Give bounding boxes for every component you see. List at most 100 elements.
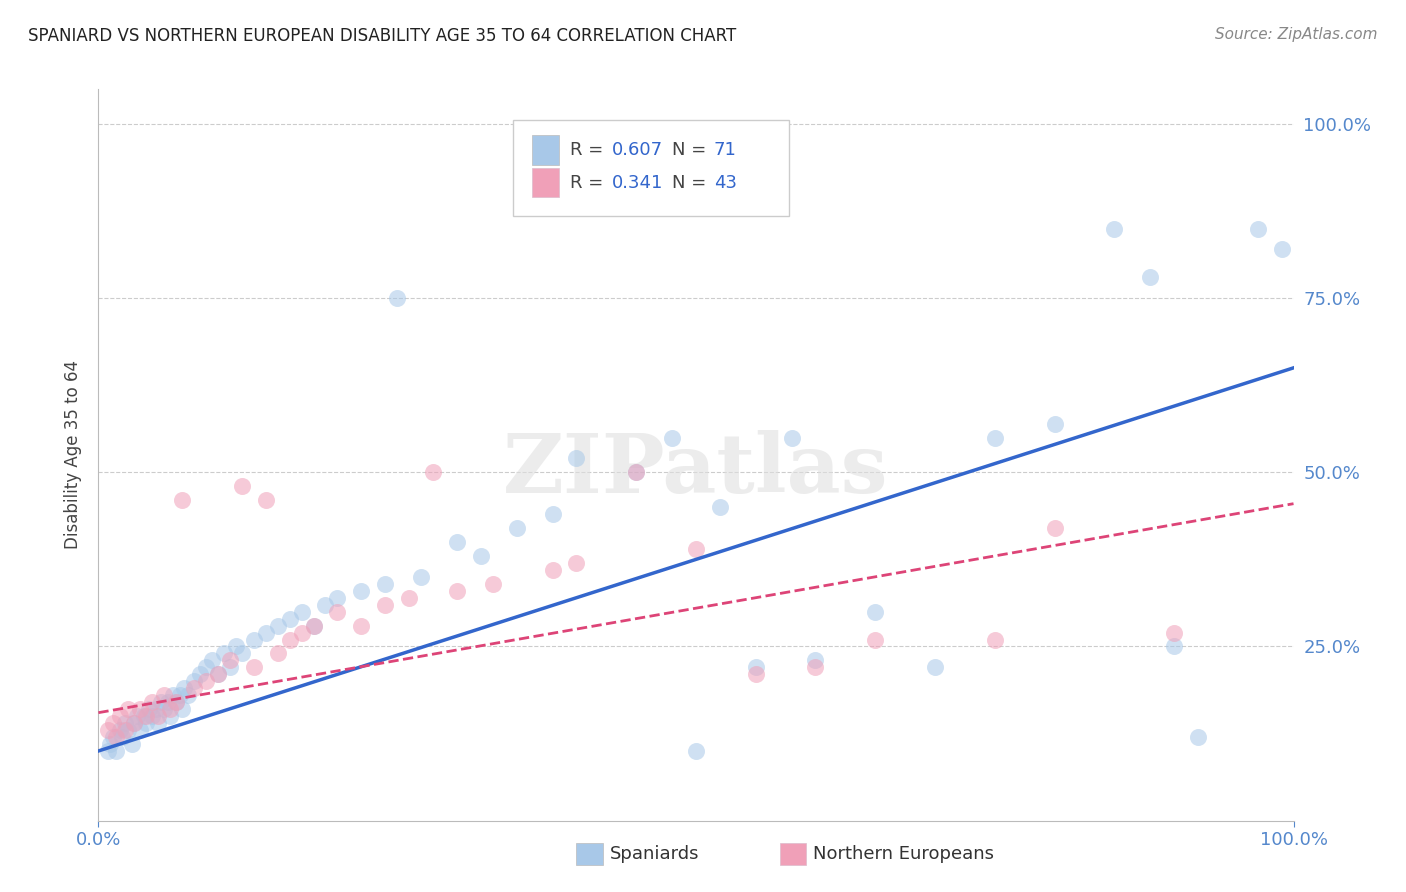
- Point: [129, 702, 152, 716]
- Point: [124, 716, 146, 731]
- Point: [481, 576, 505, 591]
- Point: [685, 541, 707, 556]
- FancyBboxPatch shape: [533, 169, 558, 197]
- Text: Northern Europeans: Northern Europeans: [813, 845, 994, 863]
- Point: [1139, 270, 1161, 285]
- Point: [626, 466, 648, 480]
- Point: [924, 660, 946, 674]
- Text: R =: R =: [571, 141, 609, 159]
- Point: [169, 688, 191, 702]
- Point: [326, 605, 349, 619]
- Point: [129, 723, 152, 737]
- Point: [149, 695, 172, 709]
- Point: [374, 576, 396, 591]
- Point: [350, 618, 373, 632]
- Point: [125, 709, 148, 723]
- Point: [1102, 221, 1125, 235]
- Point: [398, 591, 420, 605]
- Point: [159, 702, 181, 716]
- Point: [231, 479, 253, 493]
- Point: [1163, 640, 1185, 654]
- Point: [863, 632, 887, 647]
- Point: [108, 709, 131, 723]
- Point: [97, 723, 120, 737]
- Point: [219, 660, 242, 674]
- Point: [243, 632, 266, 647]
- Point: [278, 632, 301, 647]
- Text: 0.607: 0.607: [613, 141, 664, 159]
- Point: [121, 737, 143, 751]
- Point: [165, 695, 187, 709]
- Point: [108, 723, 131, 737]
- Point: [374, 598, 396, 612]
- Point: [153, 702, 176, 716]
- Point: [278, 612, 301, 626]
- Text: N =: N =: [672, 174, 711, 192]
- Text: 43: 43: [714, 174, 737, 192]
- Point: [219, 653, 242, 667]
- Y-axis label: Disability Age 35 to 64: Disability Age 35 to 64: [65, 360, 83, 549]
- Point: [1043, 521, 1066, 535]
- FancyBboxPatch shape: [576, 843, 603, 864]
- Point: [984, 430, 1007, 444]
- Point: [98, 737, 122, 751]
- Point: [243, 660, 266, 674]
- Point: [254, 493, 277, 508]
- Point: [267, 618, 290, 632]
- Point: [135, 709, 157, 723]
- Point: [1187, 730, 1209, 744]
- Point: [780, 430, 803, 444]
- Point: [709, 500, 731, 515]
- Point: [194, 660, 218, 674]
- Point: [148, 716, 170, 731]
- Point: [863, 605, 887, 619]
- Text: 71: 71: [714, 141, 737, 159]
- Point: [422, 466, 444, 480]
- Point: [188, 667, 211, 681]
- Point: [101, 716, 124, 731]
- Point: [101, 730, 124, 744]
- Text: ZIPatlas: ZIPatlas: [503, 430, 889, 509]
- Point: [117, 723, 139, 737]
- Point: [565, 451, 588, 466]
- Point: [315, 598, 337, 612]
- Point: [212, 647, 235, 661]
- Point: [194, 674, 218, 689]
- Point: [159, 709, 181, 723]
- Text: R =: R =: [571, 174, 609, 192]
- Point: [446, 535, 468, 549]
- Point: [626, 466, 648, 480]
- Point: [105, 744, 128, 758]
- Point: [117, 702, 139, 716]
- Point: [565, 556, 588, 570]
- Text: Source: ZipAtlas.com: Source: ZipAtlas.com: [1215, 27, 1378, 42]
- Point: [183, 681, 205, 696]
- Point: [745, 660, 768, 674]
- Point: [541, 563, 564, 577]
- Point: [685, 744, 707, 758]
- Point: [661, 430, 683, 444]
- Point: [1043, 417, 1066, 431]
- Point: [1271, 243, 1294, 257]
- Point: [145, 702, 167, 716]
- Point: [141, 709, 163, 723]
- FancyBboxPatch shape: [513, 120, 789, 216]
- Point: [138, 702, 160, 716]
- Point: [177, 688, 200, 702]
- FancyBboxPatch shape: [779, 843, 806, 864]
- Point: [326, 591, 349, 605]
- Point: [984, 632, 1007, 647]
- Point: [148, 709, 170, 723]
- Point: [350, 583, 373, 598]
- Point: [745, 667, 768, 681]
- Point: [302, 618, 325, 632]
- Point: [172, 493, 194, 508]
- Point: [804, 653, 827, 667]
- Point: [173, 681, 195, 696]
- Point: [111, 730, 134, 744]
- Point: [470, 549, 492, 563]
- Text: N =: N =: [672, 141, 711, 159]
- Point: [267, 647, 290, 661]
- Point: [207, 667, 229, 681]
- Point: [97, 744, 120, 758]
